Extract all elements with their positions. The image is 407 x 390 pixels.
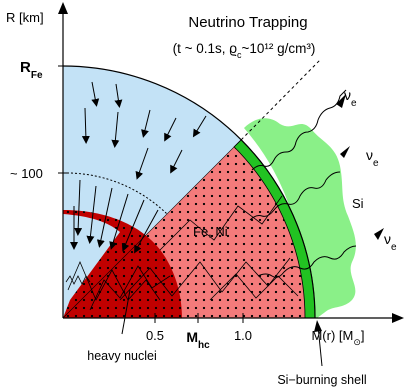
neutrino-arrow-3	[374, 228, 384, 240]
heavy-nuclei-label: heavy nuclei	[87, 349, 157, 363]
y-axis-arrow	[58, 2, 68, 14]
diagram-subtitle: (t ~ 0.1s, ϱc~10¹² g/cm³)	[173, 41, 316, 60]
diagram-title: Neutrino Trapping	[188, 14, 307, 31]
infall-arrows	[81, 81, 207, 180]
trapping-sphere-arc	[62, 172, 169, 216]
si-label: Si	[352, 196, 364, 211]
neutrino-label-3: νe	[384, 231, 397, 253]
neutrino-label-1: νe	[344, 87, 357, 109]
x-axis-arrow	[392, 313, 404, 323]
converging-arrows	[70, 179, 159, 254]
trapped-neutrino-paths	[65, 260, 171, 311]
y-tick-100-label: ~ 100	[10, 166, 43, 181]
x-tick-05-label: 0.5	[146, 328, 164, 343]
y-tick-rfe-label: RFe	[20, 59, 43, 81]
si-shell-pointer	[317, 325, 323, 367]
escaping-neutrinos	[249, 89, 357, 278]
neutrino-label-2: νe	[366, 147, 379, 169]
si-burning-shell-label: Si−burning shell	[277, 373, 366, 387]
heavy-nuclei-pointer	[121, 289, 131, 335]
inner-trapped-wedge	[63, 214, 120, 318]
x-tick-mhc-label: Mhc	[186, 329, 210, 351]
neutrino-arrow-1	[336, 94, 346, 108]
si-shell-pointer-arrow	[314, 320, 322, 332]
x-tick-10-label: 1.0	[234, 328, 252, 343]
y-axis-label: R [km]	[6, 10, 44, 25]
x-axis-label: M(r) [M⊙]	[311, 328, 364, 347]
fe-ni-neutrino-paths	[119, 195, 299, 301]
fe-ni-label: Fe, Ni	[193, 224, 228, 239]
si-envelope	[244, 118, 356, 319]
boundary-diagonal-solid	[62, 139, 242, 319]
neutrino-arrow-2	[340, 146, 350, 158]
boundary-diagonal-dashed	[240, 59, 321, 141]
